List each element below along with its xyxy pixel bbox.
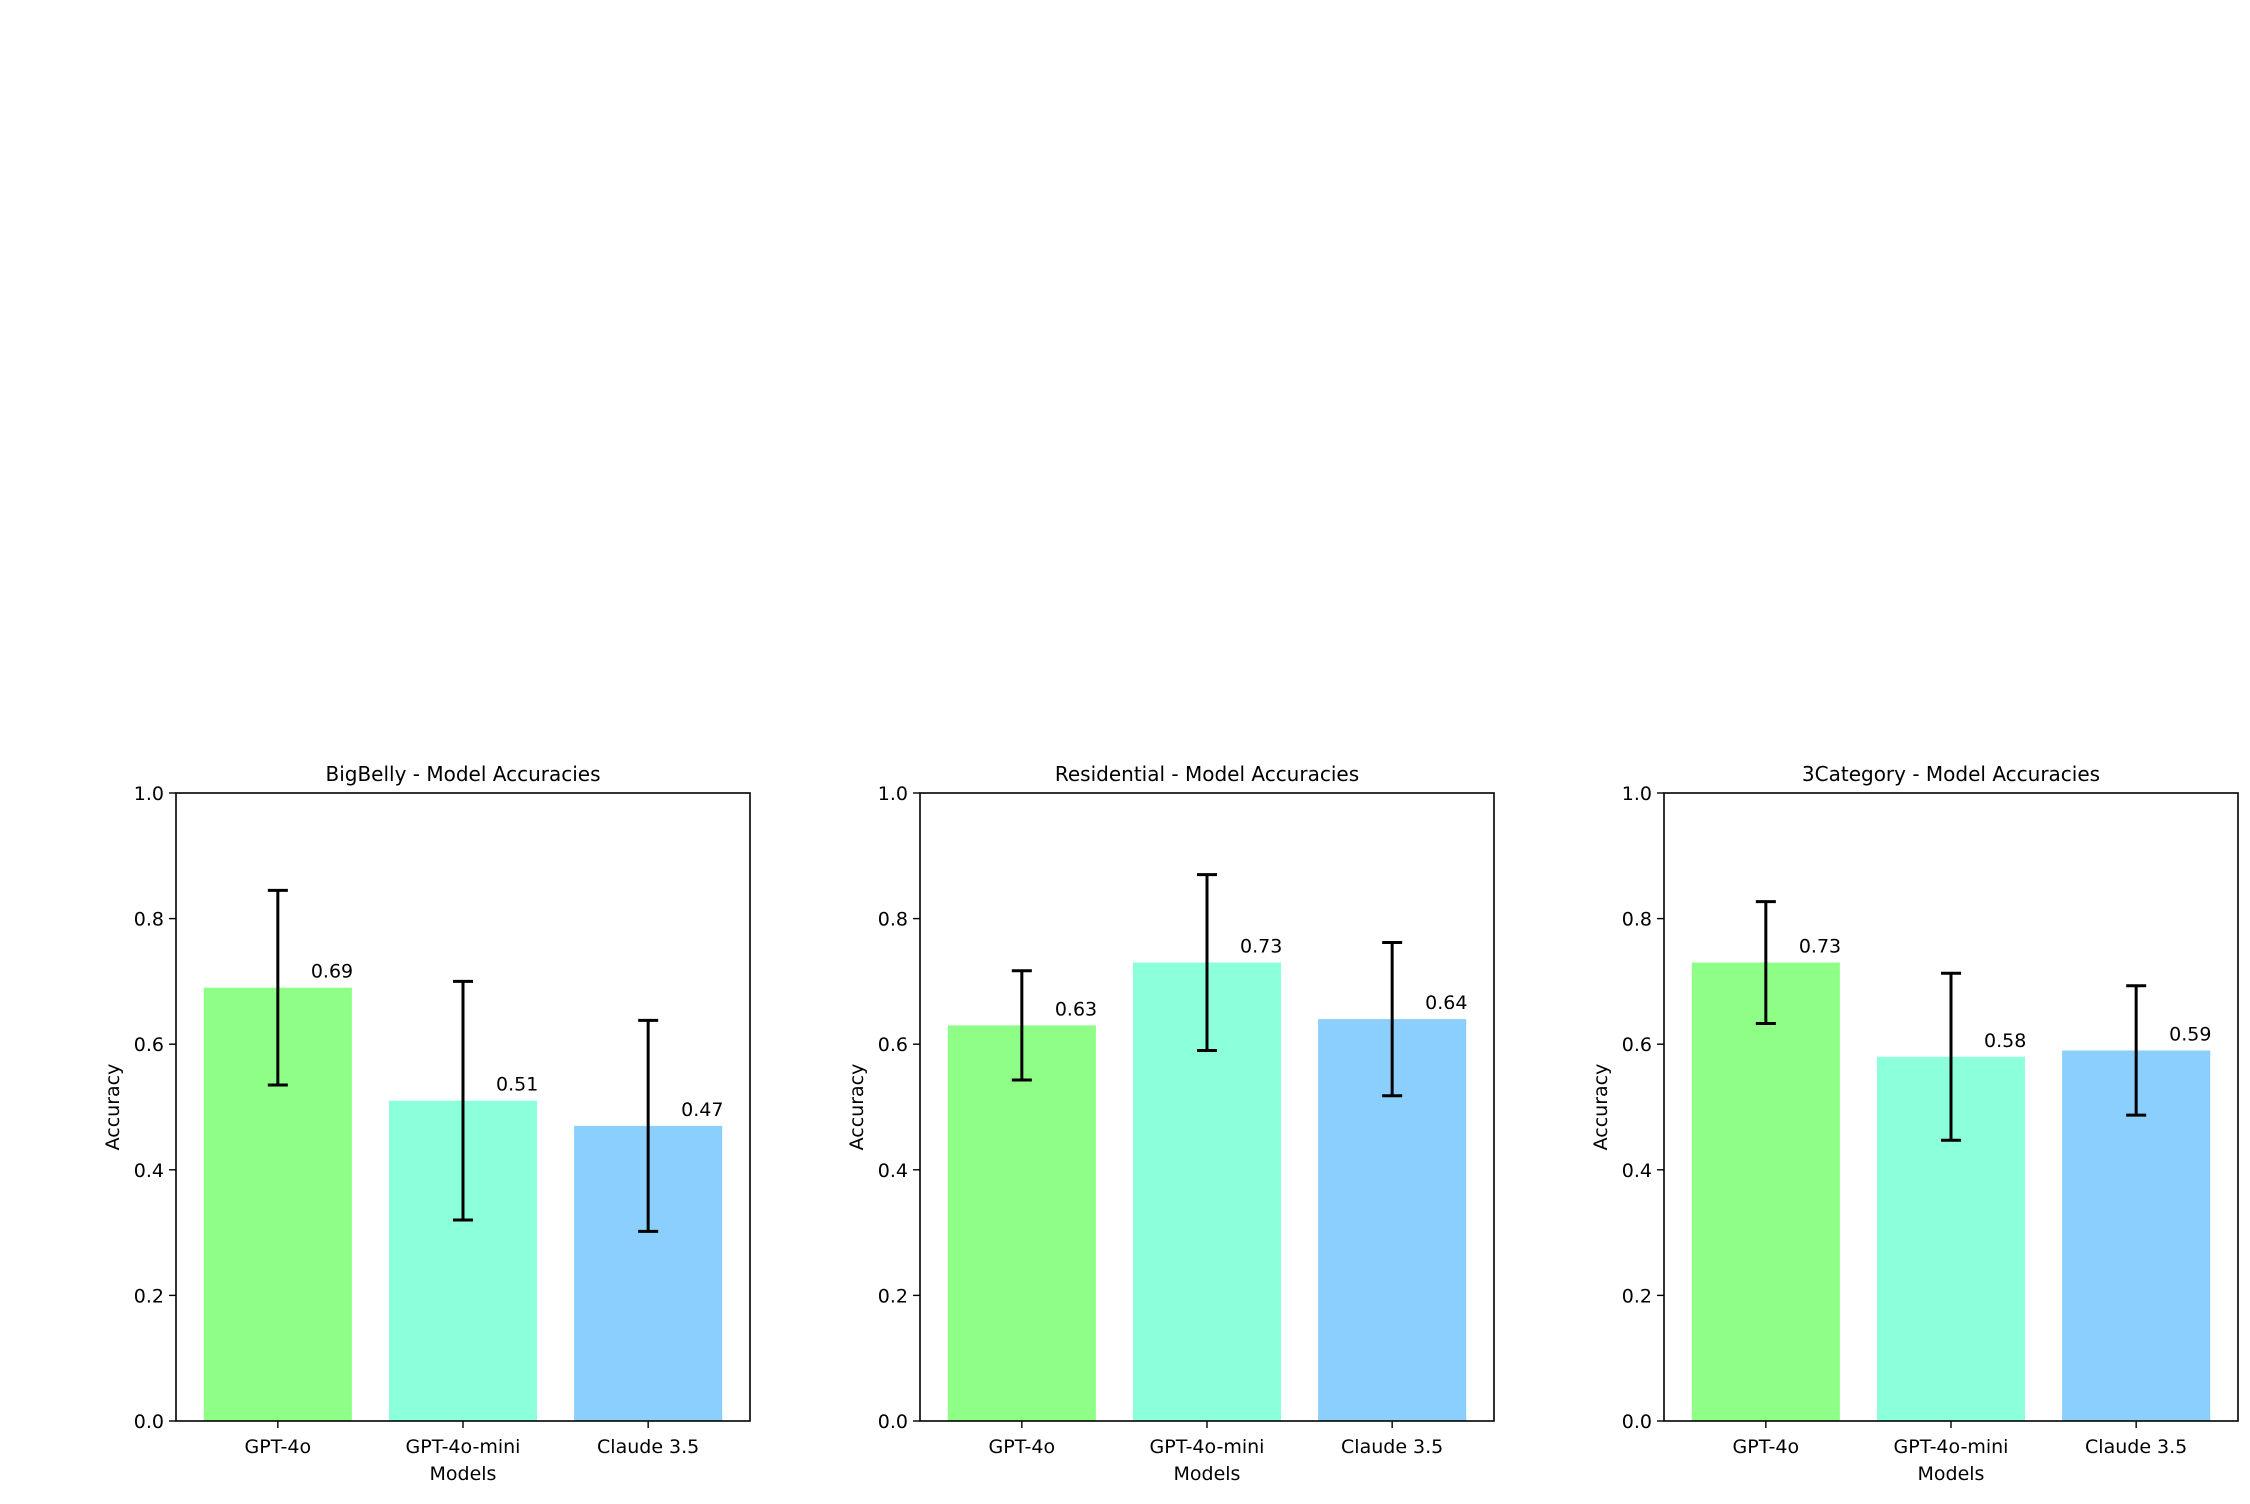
y-axis-label: Accuracy <box>1590 1064 1612 1151</box>
x-tick-label: GPT-4o-mini <box>1894 1436 2009 1458</box>
y-tick-label: 0.2 <box>878 1285 908 1307</box>
data-label: 0.59 <box>2169 1023 2211 1045</box>
y-axis-label: Accuracy <box>846 1064 868 1151</box>
x-axis-label: Models <box>1918 1463 1985 1485</box>
x-tick-label: Claude 3.5 <box>597 1436 699 1458</box>
y-tick-label: 1.0 <box>878 783 908 805</box>
x-tick-label: GPT-4o-mini <box>1150 1436 1265 1458</box>
chart-panel-2: 0.73 0.58 0.59 0.0 0.2 0.4 0.6 0.8 1.0 GPT-4o GPT-… <box>1590 762 2239 1485</box>
x-axis-label: Models <box>430 1463 497 1485</box>
y-tick-label: 0.4 <box>134 1160 164 1182</box>
chart-panel-1: 0.63 0.73 0.64 0.0 0.2 0.4 0.6 0.8 1.0 GPT-4o GPT-… <box>846 762 1495 1485</box>
x-tick-label: GPT-4o <box>245 1436 312 1458</box>
y-tick-label: 0.0 <box>878 1411 908 1433</box>
y-tick-label: 0.8 <box>878 909 908 931</box>
y-tick-label: 0.2 <box>1622 1285 1652 1307</box>
x-tick-label: GPT-4o <box>1733 1436 1800 1458</box>
data-label: 0.73 <box>1240 936 1282 958</box>
data-label: 0.58 <box>1984 1030 2026 1052</box>
x-tick-label: Claude 3.5 <box>2085 1436 2187 1458</box>
y-tick-label: 0.8 <box>134 909 164 931</box>
x-tick-label: GPT-4o-mini <box>406 1436 521 1458</box>
chart-panel-0: 0.69 0.51 0.47 0.0 0.2 0.4 0.6 0.8 1.0 GPT-4o GPT-… <box>102 762 751 1485</box>
data-label: 0.73 <box>1799 936 1841 958</box>
data-label: 0.47 <box>681 1099 723 1121</box>
y-tick-label: 0.2 <box>134 1285 164 1307</box>
y-tick-label: 0.4 <box>878 1160 908 1182</box>
x-tick-label: GPT-4o <box>989 1436 1056 1458</box>
y-tick-label: 0.4 <box>1622 1160 1652 1182</box>
y-tick-label: 0.6 <box>134 1034 164 1056</box>
y-tick-label: 0.6 <box>1622 1034 1652 1056</box>
y-tick-label: 0.8 <box>1622 909 1652 931</box>
data-label: 0.51 <box>496 1074 538 1096</box>
y-tick-label: 0.0 <box>134 1411 164 1433</box>
data-label: 0.69 <box>311 961 353 983</box>
data-label: 0.64 <box>1425 992 1467 1014</box>
chart-title: 3Category - Model Accuracies <box>1802 762 2100 786</box>
chart-title: BigBelly - Model Accuracies <box>325 762 600 786</box>
y-tick-label: 0.6 <box>878 1034 908 1056</box>
y-tick-label: 0.0 <box>1622 1411 1652 1433</box>
y-tick-label: 1.0 <box>134 783 164 805</box>
y-axis-label: Accuracy <box>102 1064 124 1151</box>
bar-gpt-4o <box>947 1025 1096 1421</box>
bar-gpt-4o <box>1691 962 1840 1421</box>
x-tick-label: Claude 3.5 <box>1341 1436 1443 1458</box>
y-tick-label: 1.0 <box>1622 783 1652 805</box>
data-label: 0.63 <box>1055 998 1097 1020</box>
chart-title: Residential - Model Accuracies <box>1055 762 1359 786</box>
x-axis-label: Models <box>1174 1463 1241 1485</box>
